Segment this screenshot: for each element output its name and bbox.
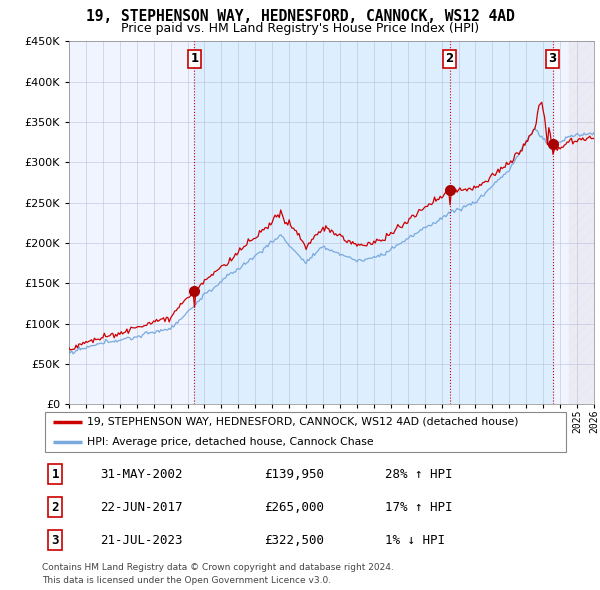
Text: £265,000: £265,000 <box>264 501 324 514</box>
Text: £139,950: £139,950 <box>264 468 324 481</box>
Text: HPI: Average price, detached house, Cannock Chase: HPI: Average price, detached house, Cann… <box>87 437 374 447</box>
Text: 2: 2 <box>445 52 454 65</box>
Text: 1: 1 <box>190 52 199 65</box>
Text: 1: 1 <box>52 468 59 481</box>
Text: 1% ↓ HPI: 1% ↓ HPI <box>385 534 445 547</box>
Text: Price paid vs. HM Land Registry's House Price Index (HPI): Price paid vs. HM Land Registry's House … <box>121 22 479 35</box>
Bar <box>569 41 594 404</box>
Text: 17% ↑ HPI: 17% ↑ HPI <box>385 501 453 514</box>
Text: 19, STEPHENSON WAY, HEDNESFORD, CANNOCK, WS12 4AD: 19, STEPHENSON WAY, HEDNESFORD, CANNOCK,… <box>86 9 514 24</box>
Text: This data is licensed under the Open Government Licence v3.0.: This data is licensed under the Open Gov… <box>42 576 331 585</box>
Bar <box>194 41 553 404</box>
Text: 2: 2 <box>52 501 59 514</box>
Text: £322,500: £322,500 <box>264 534 324 547</box>
Text: 22-JUN-2017: 22-JUN-2017 <box>100 501 182 514</box>
FancyBboxPatch shape <box>44 412 566 452</box>
Text: Contains HM Land Registry data © Crown copyright and database right 2024.: Contains HM Land Registry data © Crown c… <box>42 563 394 572</box>
Text: 19, STEPHENSON WAY, HEDNESFORD, CANNOCK, WS12 4AD (detached house): 19, STEPHENSON WAY, HEDNESFORD, CANNOCK,… <box>87 417 518 427</box>
Text: 3: 3 <box>52 534 59 547</box>
Text: 28% ↑ HPI: 28% ↑ HPI <box>385 468 453 481</box>
Text: 3: 3 <box>548 52 557 65</box>
Text: 31-MAY-2002: 31-MAY-2002 <box>100 468 182 481</box>
Text: 21-JUL-2023: 21-JUL-2023 <box>100 534 182 547</box>
